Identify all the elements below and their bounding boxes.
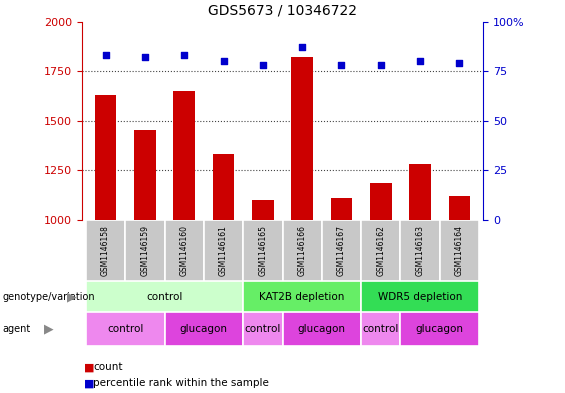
Bar <box>401 220 440 281</box>
Text: GSM1146159: GSM1146159 <box>140 225 149 276</box>
Point <box>455 60 464 66</box>
Bar <box>292 57 313 220</box>
Text: glucagon: glucagon <box>416 324 464 334</box>
Bar <box>449 196 470 220</box>
Text: control: control <box>146 292 182 302</box>
Bar <box>409 163 431 220</box>
Bar <box>370 184 392 220</box>
Text: count: count <box>93 362 123 373</box>
Point <box>298 44 307 51</box>
Point <box>219 58 228 64</box>
Point <box>337 62 346 68</box>
Bar <box>204 220 243 281</box>
Text: GSM1146162: GSM1146162 <box>376 225 385 276</box>
Bar <box>95 95 116 220</box>
Point <box>101 52 110 59</box>
Bar <box>86 220 125 281</box>
Bar <box>440 220 479 281</box>
Point <box>376 62 385 68</box>
Point <box>258 62 267 68</box>
Bar <box>243 281 361 312</box>
Text: GSM1146161: GSM1146161 <box>219 225 228 276</box>
Text: agent: agent <box>3 324 31 334</box>
Text: GSM1146163: GSM1146163 <box>416 225 425 276</box>
Title: GDS5673 / 10346722: GDS5673 / 10346722 <box>208 4 357 18</box>
Point <box>416 58 425 64</box>
Text: ■: ■ <box>84 378 94 388</box>
Bar <box>86 281 243 312</box>
Bar <box>86 312 164 346</box>
Text: GSM1146158: GSM1146158 <box>101 225 110 276</box>
Bar <box>125 220 164 281</box>
Bar <box>282 220 322 281</box>
Bar <box>252 200 273 220</box>
Text: GSM1146164: GSM1146164 <box>455 225 464 276</box>
Text: WDR5 depletion: WDR5 depletion <box>378 292 462 302</box>
Bar <box>361 281 479 312</box>
Bar <box>212 154 234 220</box>
Text: glucagon: glucagon <box>298 324 346 334</box>
Text: control: control <box>363 324 399 334</box>
Bar <box>282 312 361 346</box>
Point <box>180 52 189 59</box>
Text: control: control <box>107 324 144 334</box>
Text: ■: ■ <box>84 362 94 373</box>
Bar <box>322 220 361 281</box>
Text: ▶: ▶ <box>44 323 53 336</box>
Text: KAT2B depletion: KAT2B depletion <box>259 292 345 302</box>
Text: control: control <box>245 324 281 334</box>
Bar <box>173 91 195 220</box>
Text: GSM1146167: GSM1146167 <box>337 225 346 276</box>
Bar <box>134 130 156 220</box>
Text: genotype/variation: genotype/variation <box>3 292 95 302</box>
Bar <box>361 220 401 281</box>
Text: glucagon: glucagon <box>180 324 228 334</box>
Text: GSM1146166: GSM1146166 <box>298 225 307 276</box>
Bar <box>243 312 282 346</box>
Bar <box>164 312 243 346</box>
Bar <box>164 220 204 281</box>
Bar <box>361 312 401 346</box>
Text: GSM1146165: GSM1146165 <box>258 225 267 276</box>
Bar <box>401 312 479 346</box>
Text: GSM1146160: GSM1146160 <box>180 225 189 276</box>
Text: percentile rank within the sample: percentile rank within the sample <box>93 378 269 388</box>
Point <box>140 54 149 61</box>
Text: ▶: ▶ <box>67 290 76 303</box>
Bar <box>243 220 282 281</box>
Bar <box>331 198 353 220</box>
